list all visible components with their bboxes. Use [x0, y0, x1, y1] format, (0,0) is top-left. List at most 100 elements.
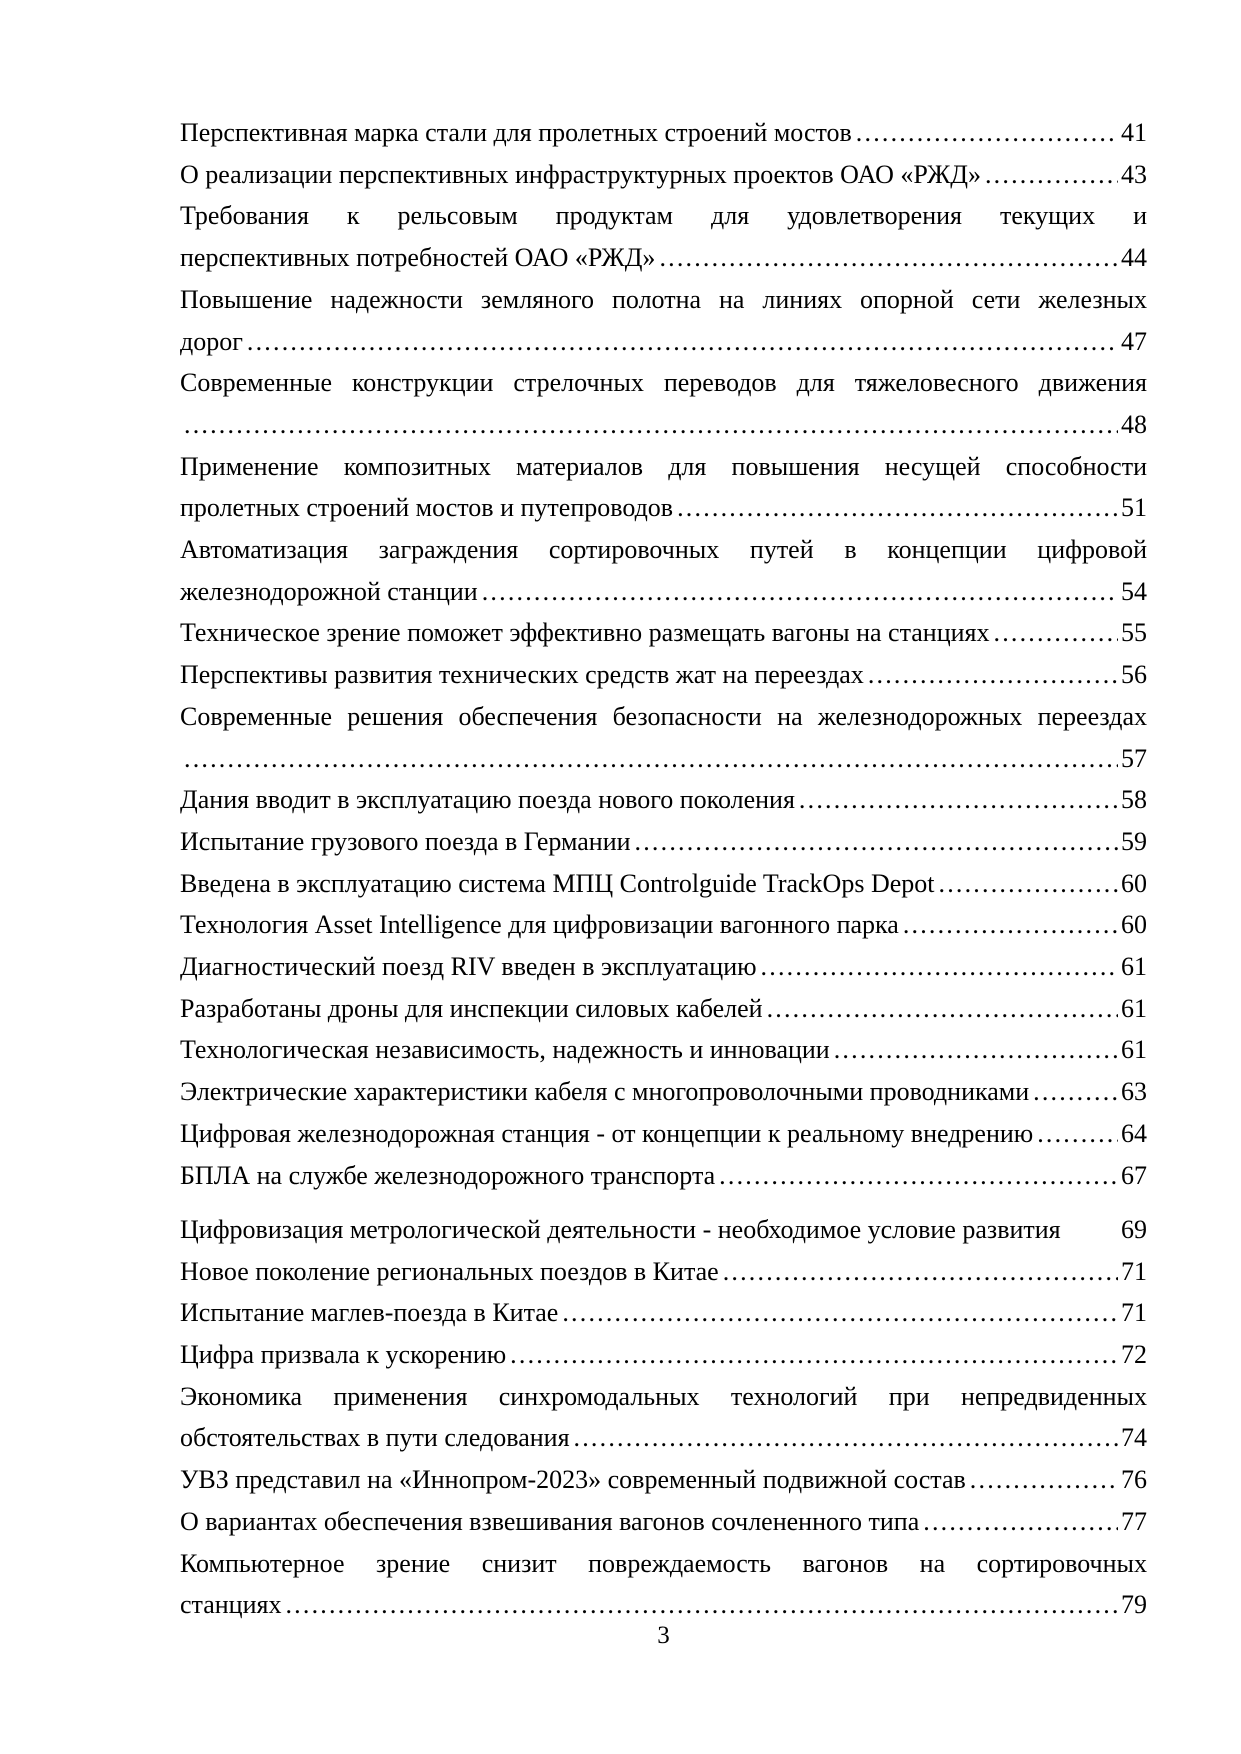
toc-page-number: 79 [1121, 1590, 1147, 1620]
toc-entry[interactable]: О вариантах обеспечения взвешивания ваго… [180, 1501, 1147, 1543]
toc-entry-title: дорог [180, 326, 243, 356]
toc-entry-last-line: О реализации перспективных инфраструктур… [180, 154, 1147, 196]
toc-entry-title: Технологическая независимость, надежност… [180, 1035, 830, 1065]
dot-leader [795, 779, 1118, 821]
dot-leader [864, 654, 1118, 696]
toc-entry-last-line: Техническое зрение поможет эффективно ра… [180, 612, 1147, 654]
toc-page-number: 61 [1121, 952, 1147, 982]
toc-entry[interactable]: Современные конструкции стрелочных перев… [180, 362, 1147, 445]
toc-entry[interactable]: Требования к рельсовым продуктам для удо… [180, 195, 1147, 278]
toc-entry[interactable]: Испытание грузового поезда в Германии 59 [180, 821, 1147, 863]
dot-leader [919, 1501, 1118, 1543]
toc-entry-title: Электрические характеристики кабеля с мн… [180, 1077, 1030, 1107]
toc-entry[interactable]: Электрические характеристики кабеля с мн… [180, 1071, 1147, 1113]
dot-leader [981, 154, 1118, 196]
toc-entry[interactable]: Повышение надежности земляного полотна н… [180, 279, 1147, 362]
dot-leader [558, 1292, 1118, 1334]
toc-entry-title-line: Автоматизация заграждения сортировочных … [180, 535, 1147, 565]
toc-entry[interactable]: УВЗ представил на «Иннопром-2023» соврем… [180, 1459, 1147, 1501]
toc-entry-last-line: Новое поколение региональных поездов в К… [180, 1251, 1147, 1293]
toc-page-number: 57 [1121, 743, 1147, 773]
toc-entry[interactable]: Технология Asset Intelligence для цифров… [180, 904, 1147, 946]
toc-entry-title: Испытание маглев-поезда в Китае [180, 1298, 559, 1328]
toc-entry-title-line: Требования к рельсовым продуктам для удо… [180, 201, 1147, 231]
toc-entry[interactable]: Цифровая железнодорожная станция - от ко… [180, 1113, 1147, 1155]
dot-leader [719, 1251, 1118, 1293]
dot-leader [1029, 1071, 1118, 1113]
dot-leader [631, 821, 1118, 863]
toc-page-number: 61 [1121, 993, 1147, 1023]
toc-page-number: 51 [1121, 493, 1147, 523]
toc-entry[interactable]: Экономика применения синхромодальных тех… [180, 1376, 1147, 1459]
toc-entry-title: железнодорожной станции [180, 576, 478, 606]
toc-entry[interactable]: Современные решения обеспечения безопасн… [180, 696, 1147, 779]
dot-leader [715, 1155, 1118, 1197]
toc-page-number: 60 [1121, 910, 1147, 940]
dot-leader [281, 1584, 1118, 1626]
toc-entry-title: Технология Asset Intelligence для цифров… [180, 910, 899, 940]
footer-page-number: 3 [657, 1622, 670, 1649]
toc-entry-title: Цифровая железнодорожная станция - от ко… [180, 1118, 1034, 1148]
toc-entry-last-line: Испытание грузового поезда в Германии 59 [180, 821, 1147, 863]
toc-page-number: 54 [1121, 576, 1147, 606]
toc-page-number: 56 [1121, 660, 1147, 690]
dot-leader [673, 487, 1118, 529]
toc-entry-last-line: Электрические характеристики кабеля с мн… [180, 1071, 1147, 1113]
toc-entry[interactable]: Разработаны дроны для инспекции силовых … [180, 988, 1147, 1030]
toc-entry[interactable]: БПЛА на службе железнодорожного транспор… [180, 1155, 1147, 1197]
toc-entry-title-line: Применение композитных материалов для по… [180, 451, 1147, 481]
toc-entry[interactable]: Технологическая независимость, надежност… [180, 1029, 1147, 1071]
toc-entry-last-line: Дания вводит в эксплуатацию поезда новог… [180, 779, 1147, 821]
dot-leader [852, 112, 1118, 154]
toc-entry-title: Введена в эксплуатацию система МПЦ Contr… [180, 868, 935, 898]
toc-entry-last-line: Перспективы развития технических средств… [180, 654, 1147, 696]
dot-leader [757, 946, 1118, 988]
toc-entry-last-line: Цифра призвала к ускорению 72 [180, 1334, 1147, 1376]
toc-entry-title: О реализации перспективных инфраструктур… [180, 159, 981, 189]
toc-entry-title: обстоятельствах в пути следования [180, 1423, 570, 1453]
toc-page-number: 64 [1121, 1118, 1147, 1148]
toc-entry-last-line: железнодорожной станции 54 [180, 571, 1147, 613]
dot-leader [243, 321, 1118, 363]
toc-entry-title-line: Современные решения обеспечения безопасн… [180, 701, 1147, 731]
toc-entry[interactable]: Применение композитных материалов для по… [180, 446, 1147, 529]
toc-entry-title: станциях [180, 1590, 282, 1620]
toc-entry-last-line: Диагностический поезд RIV введен в экспл… [180, 946, 1147, 988]
toc-entry[interactable]: Дания вводит в эксплуатацию поезда новог… [180, 779, 1147, 821]
dot-leader [966, 1459, 1118, 1501]
toc-page-number: 59 [1121, 826, 1147, 856]
toc-entry-title-line: Повышение надежности земляного полотна н… [180, 284, 1147, 314]
toc-entry[interactable]: Введена в эксплуатацию система МПЦ Contr… [180, 863, 1147, 905]
toc-entry[interactable]: О реализации перспективных инфраструктур… [180, 154, 1147, 196]
toc-page-number: 72 [1121, 1340, 1147, 1370]
toc-page-number: 44 [1121, 243, 1147, 273]
dot-leader [655, 237, 1118, 279]
toc-entry-last-line: станциях 79 [180, 1584, 1147, 1626]
toc-entry-last-line: Разработаны дроны для инспекции силовых … [180, 988, 1147, 1030]
toc-entry-last-line: перспективных потребностей ОАО «РЖД» 44 [180, 237, 1147, 279]
toc-entry-title: УВЗ представил на «Иннопром-2023» соврем… [180, 1465, 966, 1495]
toc-entry[interactable]: Испытание маглев-поезда в Китае 71 [180, 1292, 1147, 1334]
toc-entry[interactable]: Цифра призвала к ускорению 72 [180, 1334, 1147, 1376]
toc-page-number: 63 [1121, 1077, 1147, 1107]
toc-entry[interactable]: Техническое зрение поможет эффективно ра… [180, 612, 1147, 654]
toc-entry[interactable]: Компьютерное зрение снизит повреждаемост… [180, 1543, 1147, 1626]
dot-leader [180, 404, 1118, 446]
toc-entry[interactable]: Перспективная марка стали для пролетных … [180, 112, 1147, 154]
toc-entry-title: Техническое зрение поможет эффективно ра… [180, 618, 990, 648]
toc-entry-last-line: О вариантах обеспечения взвешивания ваго… [180, 1501, 1147, 1543]
toc-entry[interactable]: Новое поколение региональных поездов в К… [180, 1251, 1147, 1293]
toc-entry[interactable]: Перспективы развития технических средств… [180, 654, 1147, 696]
dot-leader [1061, 1196, 1118, 1238]
toc-entry-title: Диагностический поезд RIV введен в экспл… [180, 952, 757, 982]
toc-entry-title: Цифровизация метрологической деятельност… [180, 1214, 1061, 1244]
toc-page-number: 69 [1121, 1214, 1147, 1244]
toc-entry[interactable]: Цифровизация метрологической деятельност… [180, 1196, 1147, 1250]
toc-entry-title: О вариантах обеспечения взвешивания ваго… [180, 1506, 920, 1536]
toc-entry[interactable]: Автоматизация заграждения сортировочных … [180, 529, 1147, 612]
toc-entry-last-line: пролетных строений мостов и путепроводов… [180, 487, 1147, 529]
toc-entry[interactable]: Диагностический поезд RIV введен в экспл… [180, 946, 1147, 988]
toc-entry-title-line: Экономика применения синхромодальных тех… [180, 1381, 1147, 1411]
toc-page-number: 48 [1121, 409, 1147, 439]
